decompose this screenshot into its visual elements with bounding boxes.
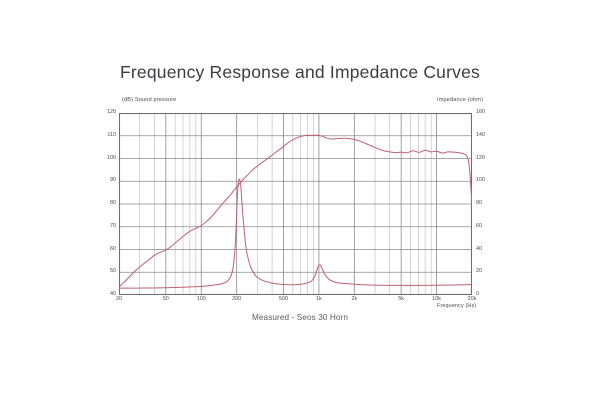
y-axis-left-tick-label: 70 (110, 222, 116, 229)
y-axis-left-tick-label: 60 (110, 245, 116, 252)
impedance-curve (119, 178, 472, 289)
x-axis-tick-label: 20 (116, 296, 122, 302)
x-axis-tick-label: 5k (398, 296, 405, 302)
x-axis-tick-label: 1k (316, 296, 322, 302)
sound-pressure-curve (119, 134, 472, 288)
y-axis-right-tick-label: 100 (476, 177, 485, 184)
x-axis-tick-label: 500 (278, 296, 288, 302)
x-axis-tick-label: 100 (196, 296, 206, 302)
y-axis-right-tick-label: 20 (476, 268, 482, 275)
x-axis-label: Frequency (Hz) (437, 303, 477, 309)
y-axis-left-tick-label: 110 (107, 131, 116, 138)
y-axis-left-label: (dB) Sound pressure (122, 97, 177, 103)
y-axis-right-tick-label: 120 (476, 154, 485, 161)
chart-canvas (119, 113, 472, 295)
y-axis-right-label: Impedance (ohm) (437, 97, 484, 103)
y-axis-right-tick-label: 40 (476, 245, 482, 252)
y-axis-left-tick-label: 50 (110, 268, 116, 275)
y-axis-left-tick-label: 40 (110, 291, 116, 297)
y-axis-right-tick-label: 60 (476, 222, 482, 229)
y-axis-right-tick-label: 80 (476, 200, 482, 206)
x-axis-tick-label: 10k (432, 296, 441, 302)
x-axis-tick-label: 200 (232, 296, 242, 302)
x-axis-tick-label: 2k (351, 296, 358, 302)
plot-area (119, 113, 472, 295)
y-axis-right-tick-label: 140 (476, 131, 485, 138)
y-axis-left-tick-label: 90 (110, 177, 116, 184)
chart-caption: Measured - Seos 30 Horn (251, 313, 349, 322)
y-axis-right-tick-label: 160 (476, 109, 485, 115)
x-axis-tick-label: 20k (467, 296, 477, 302)
y-axis-left-tick-label: 120 (107, 109, 116, 115)
y-axis-right-tick-label: 0 (476, 291, 479, 297)
x-axis-tick-label: 50 (162, 296, 169, 302)
y-axis-left-tick-label: 100 (107, 154, 116, 161)
page-title: Frequency Response and Impedance Curves (120, 62, 480, 82)
y-axis-left-tick-label: 80 (110, 200, 116, 206)
